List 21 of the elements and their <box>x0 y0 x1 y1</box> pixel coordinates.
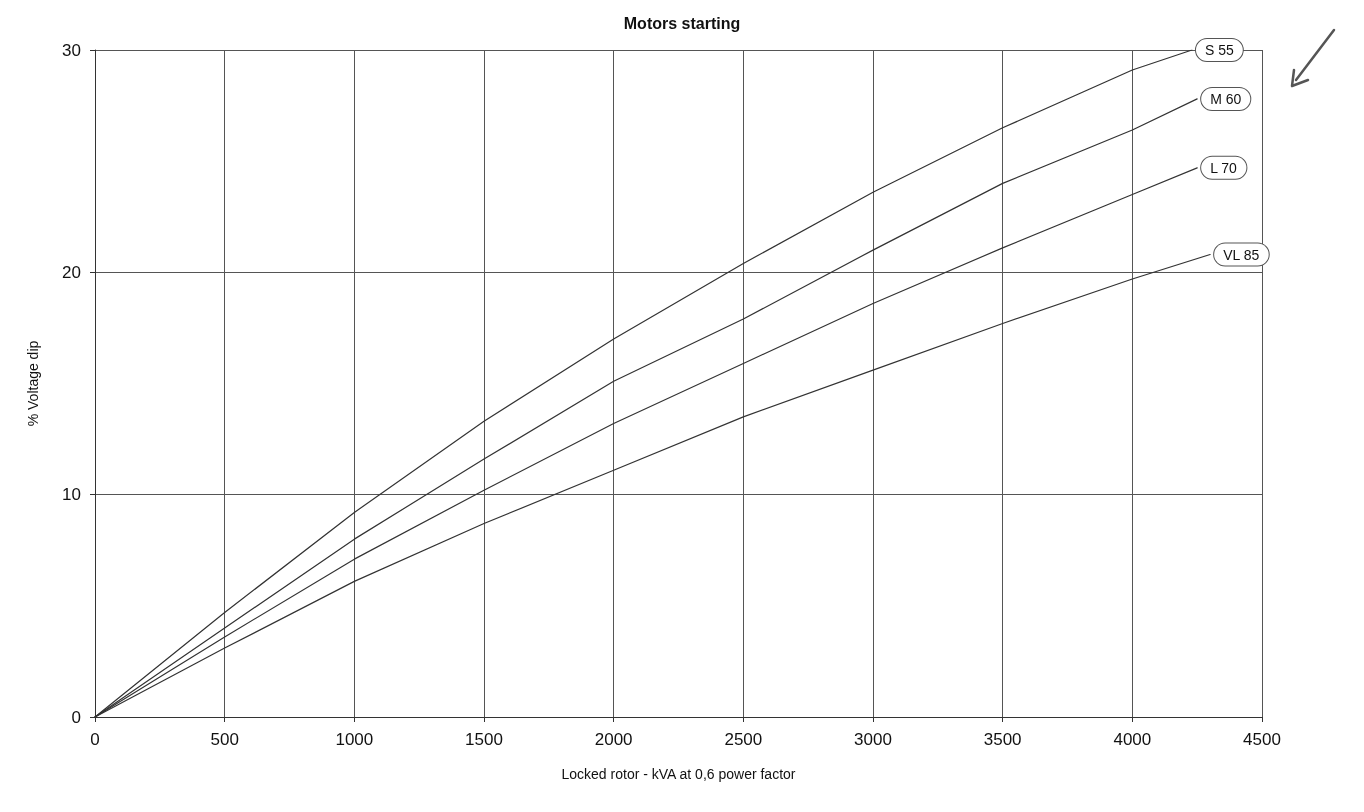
series-label: M 60 <box>1210 90 1242 107</box>
chart-title: Motors starting <box>623 14 741 32</box>
y-axis-title: % Voltage dip <box>25 340 41 427</box>
x-tick-label: 4000 <box>1113 730 1152 749</box>
series-label: L 70 <box>1210 159 1238 176</box>
x-tick-label: 3500 <box>983 730 1022 749</box>
y-tick-label: 20 <box>62 262 81 282</box>
x-tick-label: 3000 <box>854 730 892 749</box>
series-label: S 55 <box>1204 42 1234 58</box>
x-axis-title: Locked rotor - kVA at 0,6 power factor <box>561 766 796 782</box>
series-label: VL 85 <box>1223 246 1260 263</box>
y-tick-label: 30 <box>62 40 81 60</box>
x-tick-label: 2000 <box>594 730 633 749</box>
y-tick-label: 10 <box>62 485 81 505</box>
x-tick-label: 500 <box>210 730 239 749</box>
y-tick-label: 0 <box>71 707 81 727</box>
x-tick-label: 1500 <box>465 730 503 749</box>
x-tick-label: 2500 <box>724 730 763 749</box>
x-tick-label: 1000 <box>335 730 374 749</box>
x-tick-label: 0 <box>90 730 100 749</box>
x-tick-label: 4500 <box>1243 730 1281 749</box>
